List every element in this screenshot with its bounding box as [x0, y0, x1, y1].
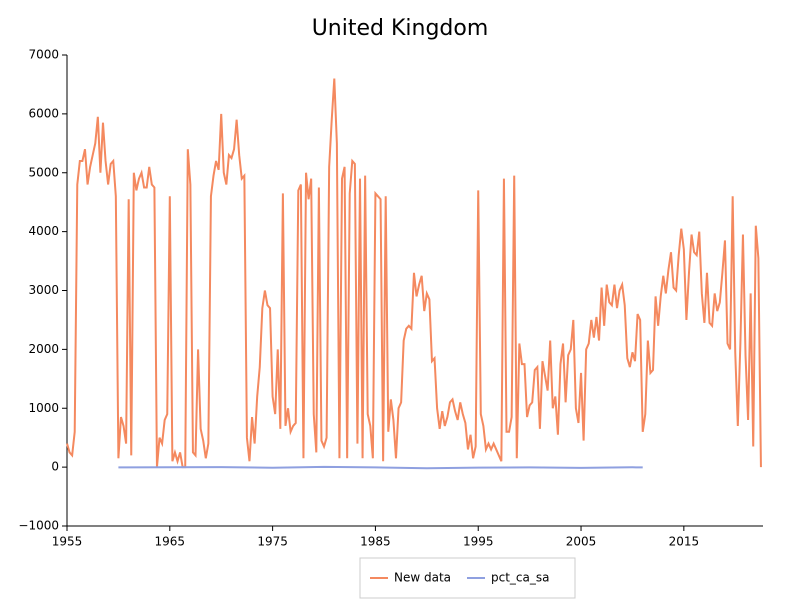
- legend-label: New data: [394, 571, 451, 585]
- y-tick-label: 4000: [28, 224, 59, 238]
- y-tick-label: 6000: [28, 106, 59, 120]
- x-tick-label: 1995: [463, 535, 494, 549]
- y-tick-label: 1000: [28, 401, 59, 415]
- x-tick-label: 1985: [360, 535, 391, 549]
- legend-label: pct_ca_sa: [491, 571, 549, 585]
- y-tick-label: −1000: [18, 519, 59, 533]
- x-tick-label: 1965: [155, 535, 186, 549]
- x-tick-label: 1975: [257, 535, 288, 549]
- chart-title: United Kingdom: [312, 16, 489, 41]
- x-tick-label: 2005: [566, 535, 597, 549]
- y-tick-label: 2000: [28, 342, 59, 356]
- series-line: [66, 78, 762, 469]
- x-tick-label: 2015: [669, 535, 700, 549]
- series-line: [118, 465, 643, 470]
- y-tick-label: 3000: [28, 283, 59, 297]
- y-tick-label: 0: [51, 460, 59, 474]
- y-tick-label: 7000: [28, 48, 59, 62]
- x-tick-label: 1955: [52, 535, 83, 549]
- y-tick-label: 5000: [28, 165, 59, 179]
